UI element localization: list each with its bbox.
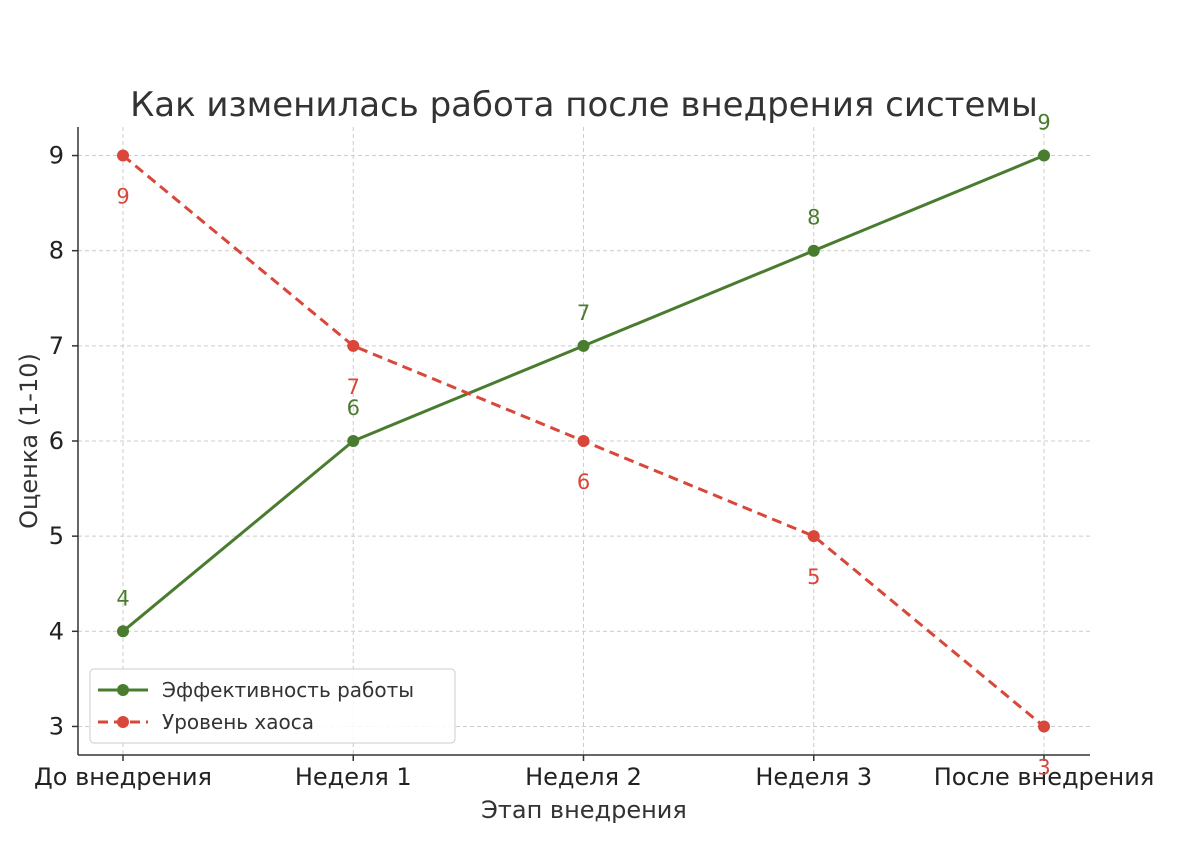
data-point xyxy=(577,339,590,352)
data-label: 9 xyxy=(116,185,129,209)
y-tick-label: 6 xyxy=(49,427,64,455)
data-point xyxy=(1038,149,1050,162)
data-point xyxy=(807,244,820,257)
data-point xyxy=(807,530,820,543)
data-point xyxy=(347,339,360,352)
data-point xyxy=(347,435,360,447)
data-label: 6 xyxy=(577,470,590,494)
legend-label: Уровень хаоса xyxy=(162,710,314,734)
legend-marker xyxy=(117,716,129,728)
data-point xyxy=(117,149,129,162)
x-tick-label: После внедрения xyxy=(934,763,1155,791)
chart-title: Как изменилась работа после внедрения си… xyxy=(130,85,1038,125)
y-tick-label: 8 xyxy=(49,237,64,265)
data-label: 5 xyxy=(807,565,820,589)
x-tick-label: Неделя 3 xyxy=(755,763,872,791)
data-label: 9 xyxy=(1037,111,1050,135)
x-axis-label: Этап внедрения xyxy=(481,796,687,824)
y-tick-label: 9 xyxy=(49,142,64,170)
legend: Эффективность работы Уровень хаоса xyxy=(89,668,456,744)
x-tick-label: До внедрения xyxy=(34,763,212,791)
data-label: 4 xyxy=(116,586,129,610)
y-axis-label: Оценка (1-10) xyxy=(15,353,43,529)
y-tick-label: 3 xyxy=(49,712,64,740)
data-label: 3 xyxy=(1037,755,1050,779)
legend-label: Эффективность работы xyxy=(162,678,414,702)
x-tick-label: Неделя 2 xyxy=(525,763,642,791)
data-label: 7 xyxy=(577,301,590,325)
data-label: 8 xyxy=(807,206,820,230)
legend-box xyxy=(89,668,456,744)
data-label: 7 xyxy=(347,375,360,399)
data-point xyxy=(1038,720,1050,733)
y-tick-label: 7 xyxy=(49,332,64,360)
data-point xyxy=(577,435,590,447)
y-tick-label: 5 xyxy=(49,522,64,550)
y-tick-label: 4 xyxy=(49,617,64,645)
data-point xyxy=(117,625,129,638)
legend-marker xyxy=(117,684,129,696)
x-tick-label: Неделя 1 xyxy=(295,763,412,791)
series-lines xyxy=(117,149,1050,733)
data-label: 6 xyxy=(347,396,360,420)
